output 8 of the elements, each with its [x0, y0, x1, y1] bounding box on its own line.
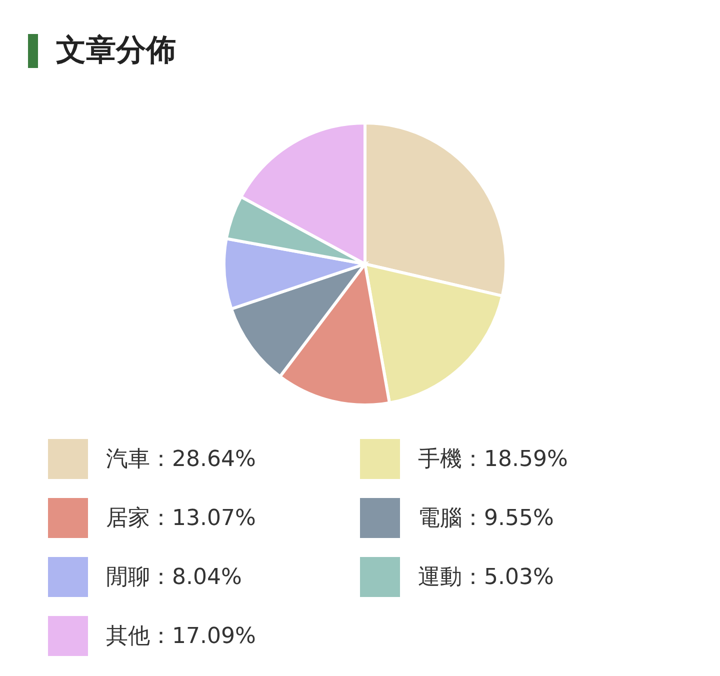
legend-label: 閒聊：8.04% [106, 564, 242, 592]
legend-label: 汽車：28.64% [106, 446, 256, 474]
legend-label: 居家：13.07% [106, 505, 256, 533]
legend-label: 運動：5.03% [418, 564, 554, 592]
chart-title: 文章分佈 [56, 32, 176, 70]
legend-label: 手機：18.59% [418, 446, 568, 474]
legend-label: 電腦：9.55% [418, 505, 554, 533]
legend-label: 其他：17.09% [106, 623, 256, 651]
